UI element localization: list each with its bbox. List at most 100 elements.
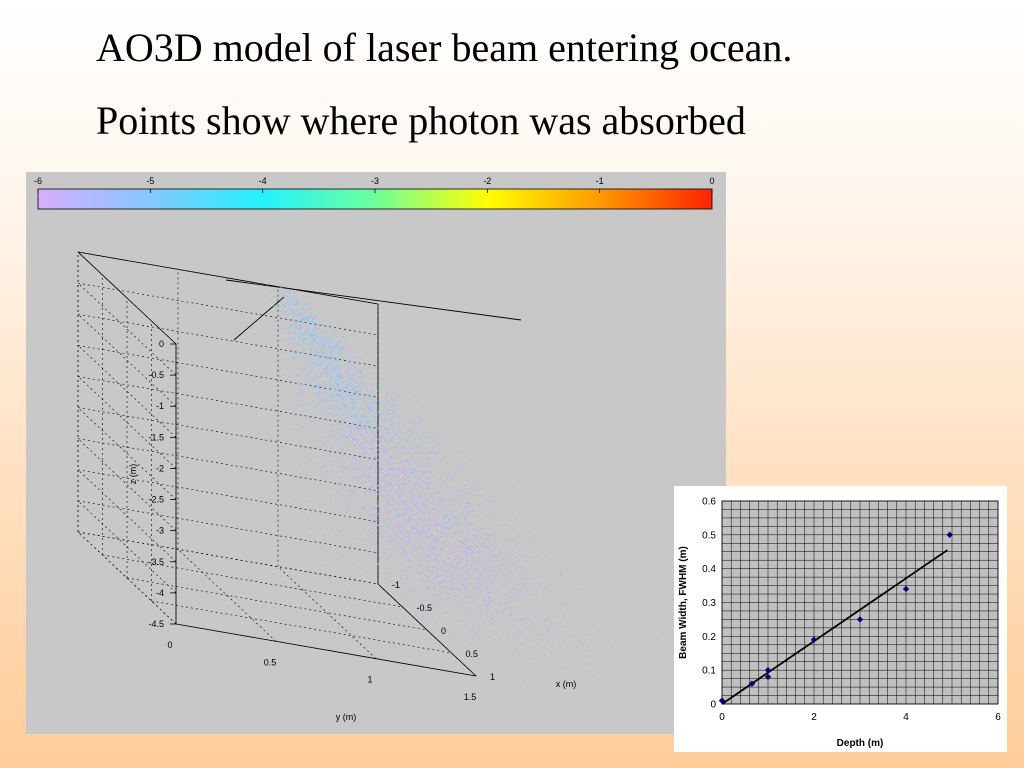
photon-point (436, 606, 438, 608)
photon-point (530, 658, 533, 660)
photon-point (360, 357, 363, 360)
photon-point (400, 577, 402, 579)
photon-point (435, 573, 438, 576)
photon-point (465, 535, 467, 537)
photon-point (410, 441, 412, 444)
photon-point (445, 504, 447, 506)
photon-point (385, 524, 387, 527)
photon-point (349, 426, 351, 428)
photon-point (426, 560, 429, 562)
photon-point (337, 351, 340, 354)
photon-point (467, 595, 470, 598)
photon-point (365, 440, 368, 442)
photon-point (493, 575, 496, 577)
photon-point (352, 521, 354, 523)
z-tick-label: -0.5 (148, 370, 164, 380)
photon-point (352, 489, 354, 492)
photon-point (332, 345, 335, 348)
photon-point (427, 486, 429, 489)
photon-point (477, 484, 479, 487)
photon-point (379, 492, 381, 494)
photon-point (362, 442, 364, 444)
photon-point (455, 566, 457, 569)
photon-point (326, 355, 328, 357)
photon-point (367, 425, 370, 427)
photon-point (406, 531, 409, 534)
photon-point (492, 571, 494, 573)
photon-point (486, 545, 489, 547)
photon-point (423, 605, 426, 607)
photon-point (493, 563, 496, 565)
photon-point (369, 456, 371, 459)
photon-point (500, 565, 502, 568)
photon-point (401, 432, 404, 434)
photon-point (506, 563, 509, 565)
photon-point (338, 395, 341, 397)
photon-point (339, 518, 342, 520)
photon-point (302, 426, 304, 429)
photon-point (446, 592, 448, 595)
photon-point (388, 420, 391, 422)
photon-point (386, 432, 389, 435)
photon-point (477, 487, 480, 489)
photon-point (405, 551, 407, 553)
photon-point (473, 588, 475, 590)
photon-point (403, 513, 405, 516)
photon-point (363, 425, 366, 427)
photon-point (406, 536, 408, 539)
photon-point (417, 564, 420, 566)
photon-point (391, 536, 393, 538)
photon-point (492, 549, 494, 552)
photon-point (330, 407, 333, 409)
photon-point (455, 494, 457, 496)
photon-point (310, 351, 313, 353)
photon-point (353, 399, 355, 401)
photon-point (464, 586, 466, 588)
photon-point (392, 497, 394, 500)
photon-point (295, 302, 298, 304)
photon-point (453, 549, 455, 552)
photon-point (330, 342, 332, 344)
photon-point (374, 514, 376, 516)
photon-point (501, 647, 503, 649)
photon-point (357, 415, 359, 417)
photon-point (509, 612, 511, 615)
photon-point (487, 589, 490, 592)
photon-point (410, 499, 413, 502)
photon-point (487, 579, 489, 581)
photon-point (432, 447, 434, 450)
photon-point (302, 339, 304, 341)
photon-point (429, 492, 431, 494)
photon-point (424, 505, 426, 507)
photon-point (467, 569, 469, 571)
photon-point (478, 582, 480, 585)
photon-point (420, 572, 422, 575)
photon-point (398, 513, 401, 516)
photon-point (294, 345, 296, 347)
photon-point (398, 622, 401, 625)
photon-point (299, 333, 301, 335)
photon-point (423, 512, 426, 515)
photon-point (531, 602, 534, 604)
photon-point (351, 436, 354, 439)
photon-point (436, 491, 439, 493)
photon-point (394, 438, 397, 441)
photon-point (304, 330, 307, 333)
photon-point (321, 345, 324, 347)
photon-point (424, 465, 427, 467)
photon-point (361, 428, 363, 430)
photon-point (436, 444, 438, 447)
photon-point (366, 489, 369, 492)
photon-point (442, 587, 444, 589)
photon-point (427, 580, 430, 583)
photon-point (537, 575, 539, 578)
photon-point (478, 552, 481, 554)
photon-point (379, 414, 382, 417)
photon-point (403, 537, 406, 539)
photon-point (449, 575, 452, 578)
photon-point (585, 663, 588, 665)
photon-point (496, 556, 498, 558)
photon-point (326, 363, 329, 366)
photon-point (327, 356, 330, 359)
photon-point (373, 400, 375, 403)
